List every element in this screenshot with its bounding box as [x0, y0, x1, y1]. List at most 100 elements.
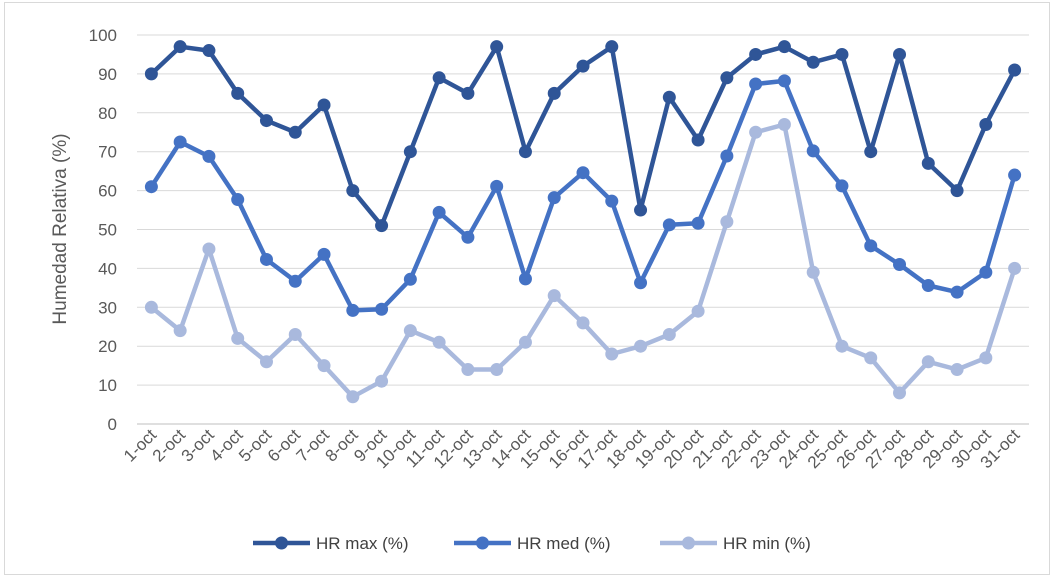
data-point — [231, 86, 245, 100]
data-point — [490, 40, 504, 54]
data-point — [979, 265, 993, 279]
data-point — [893, 47, 907, 61]
data-point — [864, 145, 878, 159]
chart-frame — [4, 2, 1050, 575]
data-point — [720, 149, 734, 163]
data-point — [749, 47, 763, 61]
data-point — [144, 180, 158, 194]
data-point — [806, 265, 820, 279]
data-point — [490, 179, 504, 193]
data-point — [288, 274, 302, 288]
data-point — [777, 117, 791, 131]
y-tick-label: 60 — [98, 182, 117, 201]
data-point — [979, 351, 993, 365]
data-point — [518, 335, 532, 349]
data-point — [432, 71, 446, 85]
data-point — [1008, 63, 1022, 77]
series-line — [149, 122, 1017, 400]
data-point — [921, 355, 935, 369]
data-point — [461, 363, 475, 377]
data-point — [375, 219, 389, 233]
data-point — [173, 40, 187, 54]
data-point — [864, 239, 878, 253]
data-point — [518, 145, 532, 159]
legend-marker — [682, 536, 695, 550]
y-axis-title: Humedad Relativa (%) — [50, 133, 71, 324]
data-point — [1008, 168, 1022, 182]
data-point — [317, 98, 331, 112]
data-point — [950, 285, 964, 299]
data-point — [634, 339, 648, 353]
data-point — [346, 184, 360, 198]
data-point — [461, 86, 475, 100]
data-point — [777, 74, 791, 88]
data-point — [605, 40, 619, 54]
data-point — [576, 59, 590, 73]
data-point — [317, 359, 331, 373]
data-point — [1008, 261, 1022, 275]
data-point — [662, 328, 676, 342]
data-point — [202, 242, 216, 256]
data-point — [921, 156, 935, 170]
data-point — [634, 203, 648, 217]
data-point — [259, 114, 273, 128]
data-point — [749, 77, 763, 91]
data-point — [576, 316, 590, 330]
data-point — [547, 86, 561, 100]
series-line — [149, 78, 1017, 313]
data-point — [547, 289, 561, 303]
data-point — [317, 247, 331, 261]
data-point — [173, 324, 187, 338]
data-point — [288, 125, 302, 139]
data-point — [259, 252, 273, 266]
data-point — [346, 390, 360, 404]
data-point — [403, 272, 417, 286]
data-point — [893, 258, 907, 272]
data-point — [662, 218, 676, 232]
data-point — [346, 303, 360, 317]
data-point — [806, 144, 820, 158]
data-point — [950, 184, 964, 198]
legend-marker — [275, 536, 288, 550]
legend-marker — [476, 536, 489, 550]
data-point — [806, 55, 820, 69]
data-point — [864, 351, 878, 365]
data-point — [979, 117, 993, 131]
y-tick-label: 90 — [98, 65, 117, 84]
data-point — [691, 133, 705, 147]
data-point — [749, 125, 763, 139]
data-point — [835, 179, 849, 193]
data-point — [777, 40, 791, 54]
data-point — [231, 193, 245, 207]
data-point — [375, 302, 389, 316]
data-point — [893, 386, 907, 400]
legend-label: HR min (%) — [723, 534, 811, 553]
data-point — [950, 363, 964, 377]
data-point — [461, 230, 475, 244]
y-tick-label: 80 — [98, 104, 117, 123]
y-tick-label: 50 — [98, 221, 117, 240]
data-point — [432, 335, 446, 349]
data-point — [144, 300, 158, 314]
data-point — [691, 304, 705, 318]
data-point — [432, 205, 446, 219]
data-point — [547, 191, 561, 205]
y-tick-label: 30 — [98, 298, 117, 317]
data-point — [662, 90, 676, 104]
data-point — [202, 44, 216, 58]
data-point — [288, 328, 302, 342]
data-point — [634, 276, 648, 290]
y-tick-label: 70 — [98, 143, 117, 162]
data-point — [835, 339, 849, 353]
data-point — [403, 324, 417, 338]
data-point — [720, 215, 734, 229]
data-point — [490, 363, 504, 377]
data-point — [691, 216, 705, 230]
data-point — [605, 194, 619, 208]
data-point — [403, 145, 417, 159]
data-point — [231, 331, 245, 345]
data-point — [173, 135, 187, 149]
data-point — [518, 272, 532, 286]
y-tick-label: 20 — [98, 337, 117, 356]
